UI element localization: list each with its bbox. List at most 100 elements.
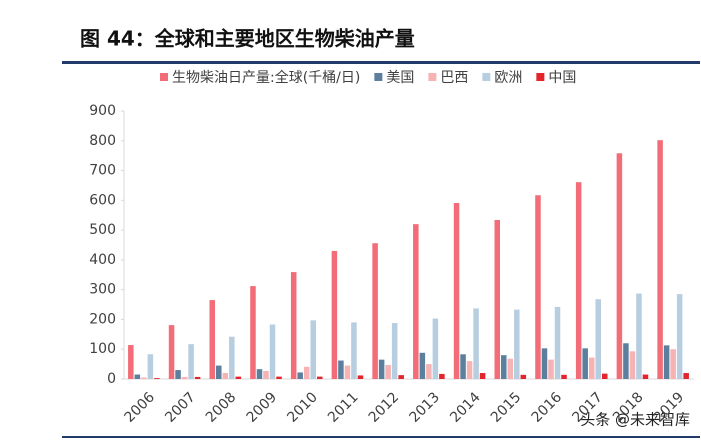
title-rule	[62, 61, 700, 64]
bar	[263, 370, 269, 379]
bar	[188, 344, 194, 379]
x-tick-label: 2011	[325, 389, 362, 426]
y-tick-label: 0	[107, 371, 116, 387]
y-tick-label: 800	[89, 133, 116, 149]
bar	[453, 203, 460, 379]
bar	[338, 360, 344, 379]
bar	[663, 345, 670, 379]
y-tick-label: 100	[89, 341, 116, 357]
bar	[256, 369, 263, 379]
legend-swatch	[428, 73, 437, 81]
bar	[351, 322, 357, 379]
y-tick-label: 300	[89, 282, 116, 298]
bar	[657, 140, 663, 379]
bar	[269, 324, 276, 379]
x-tick-label: 2007	[162, 389, 199, 426]
y-tick-label: 700	[89, 163, 116, 179]
bar	[501, 355, 507, 379]
bar	[494, 219, 501, 379]
chart-title: 图 44：全球和主要地区生物柴油产量	[80, 27, 415, 51]
bar	[460, 354, 466, 379]
bar	[290, 272, 297, 379]
x-tick-label: 2015	[488, 389, 525, 426]
y-tick-label: 500	[89, 222, 116, 238]
bar	[595, 299, 601, 379]
bar	[181, 376, 188, 379]
bar	[623, 343, 629, 379]
bar	[561, 374, 567, 379]
legend-label: 欧洲	[494, 70, 522, 86]
bar	[391, 323, 398, 379]
legend-swatch	[160, 73, 168, 81]
bar	[344, 365, 351, 379]
bar	[209, 300, 216, 379]
x-tick-label: 2012	[366, 389, 403, 426]
bar	[419, 352, 426, 379]
y-tick-label: 600	[89, 192, 116, 208]
x-tick-label: 2009	[244, 389, 281, 426]
legend-label: 生物柴油日产量:全球(千桶/日)	[172, 69, 360, 86]
bar	[588, 357, 595, 379]
bar	[134, 374, 141, 379]
bar	[514, 309, 520, 379]
bar	[683, 373, 689, 379]
legend-swatch	[482, 73, 491, 81]
bar	[676, 294, 683, 379]
bar	[520, 374, 527, 379]
bar	[194, 376, 201, 379]
bar	[378, 359, 385, 379]
x-tick-label: 2013	[406, 389, 443, 426]
bar	[432, 318, 439, 379]
x-tick-label: 2016	[529, 389, 566, 426]
bar	[175, 370, 181, 379]
bar	[642, 374, 649, 379]
bar	[413, 224, 419, 379]
bar	[548, 359, 554, 379]
legend-swatch	[374, 73, 383, 81]
watermark: 头条 @未来智库	[580, 411, 690, 429]
bar	[473, 308, 479, 379]
bar	[466, 361, 473, 379]
bar	[250, 286, 256, 379]
legend-label: 美国	[386, 70, 414, 86]
bar	[372, 243, 378, 379]
bar	[426, 364, 432, 379]
bar	[235, 376, 242, 379]
y-tick-label: 400	[89, 252, 116, 268]
bar	[479, 373, 486, 379]
x-tick-label: 2008	[203, 389, 240, 426]
bar	[128, 345, 134, 379]
x-tick-label: 2006	[121, 389, 158, 426]
bar	[216, 365, 222, 379]
legend-label: 中国	[548, 70, 576, 86]
bar	[331, 250, 338, 379]
y-tick-label: 900	[89, 103, 116, 119]
bar	[229, 336, 235, 379]
bar	[541, 348, 548, 379]
bar	[141, 377, 147, 379]
bar	[147, 354, 154, 379]
x-tick-label: 2010	[284, 389, 321, 426]
bar	[575, 182, 582, 379]
bar	[601, 373, 608, 379]
bar	[310, 320, 316, 379]
bar	[507, 358, 514, 379]
bar	[616, 153, 623, 379]
bar	[385, 365, 391, 379]
bar	[297, 372, 303, 379]
bar	[554, 306, 561, 379]
bar	[629, 351, 636, 379]
bar	[439, 373, 445, 379]
bar	[398, 375, 404, 379]
bottom-rule	[62, 436, 700, 438]
bar	[276, 376, 282, 379]
bar	[316, 376, 323, 379]
bar	[222, 373, 229, 379]
bar	[582, 348, 588, 379]
y-tick-label: 200	[89, 311, 116, 327]
bar	[303, 366, 310, 379]
legend-swatch	[536, 73, 545, 81]
bar	[168, 325, 175, 379]
bar	[636, 293, 642, 379]
